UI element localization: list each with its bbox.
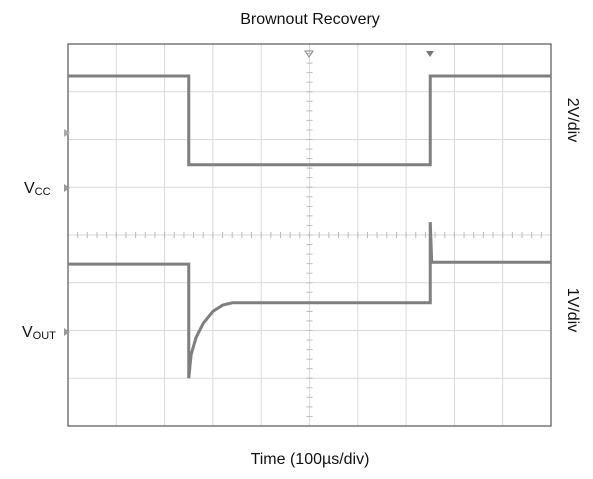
ref-marker (64, 129, 70, 137)
waveform (68, 222, 551, 379)
scale-label: 2V/div (564, 98, 581, 142)
plot-frame (67, 43, 552, 427)
channel-sub: OUT (33, 330, 57, 342)
x-axis-label: Time (100µs/div) (251, 451, 370, 468)
channel-main: V (24, 180, 35, 197)
chart-title: Brownout Recovery (240, 11, 380, 28)
channel-marker (64, 184, 70, 192)
channel-marker (64, 328, 70, 336)
scale-label: 1V/div (564, 288, 581, 332)
channel-sub: CC (35, 186, 51, 198)
channel-main: V (22, 324, 33, 341)
channel-label: VOUT (22, 324, 56, 342)
waveform (68, 74, 551, 167)
cursor-marker (426, 51, 434, 57)
channel-label: VCC (24, 180, 51, 198)
trigger-marker (304, 50, 314, 58)
grid (67, 43, 552, 427)
